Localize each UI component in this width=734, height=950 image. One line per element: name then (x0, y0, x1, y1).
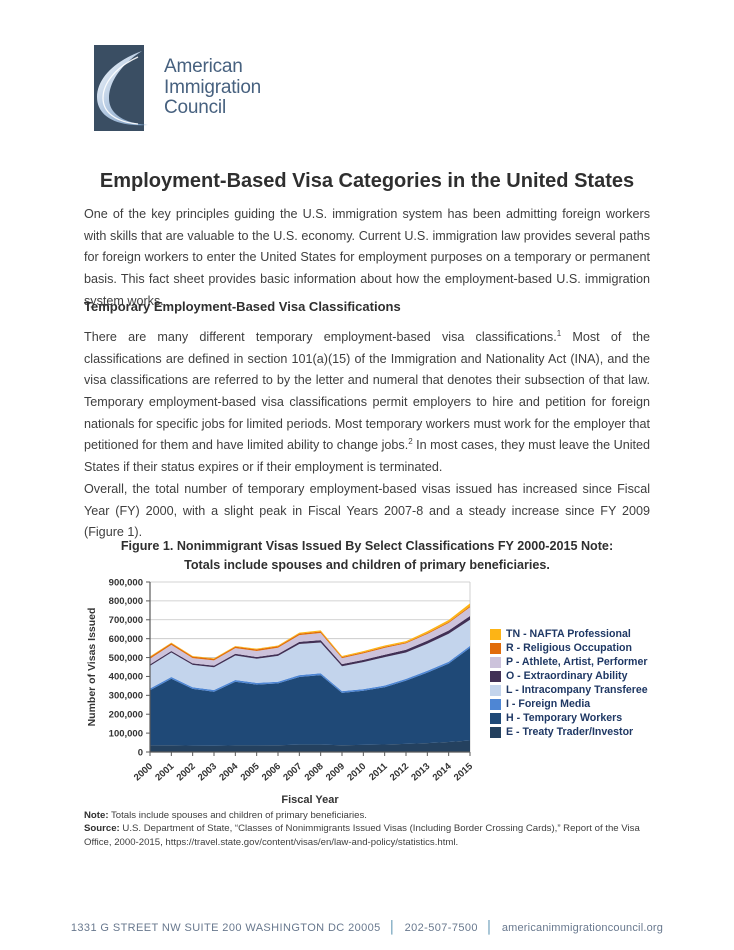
svg-text:2002: 2002 (175, 761, 198, 783)
legend-swatch-icon (490, 698, 501, 710)
legend-label: P - Athlete, Artist, Performer (506, 656, 648, 668)
legend-swatch-icon (490, 712, 501, 724)
svg-text:2006: 2006 (260, 761, 283, 783)
svg-text:300,000: 300,000 (109, 691, 143, 702)
footer-address: 1331 G STREET NW SUITE 200 WASHINGTON DC… (70, 922, 381, 934)
source-text: U.S. Department of State, “Classes of No… (84, 823, 640, 848)
svg-text:700,000: 700,000 (109, 615, 143, 626)
paragraph-text: In most cases, they must leave the Unite… (84, 438, 651, 474)
area-r (150, 606, 470, 661)
svg-text:400,000: 400,000 (109, 672, 143, 683)
svg-text:2005: 2005 (239, 761, 263, 784)
stacked-areas (150, 603, 470, 752)
legend-item: L - Intracompany Transferee (490, 684, 648, 696)
svg-text:2010: 2010 (345, 761, 368, 783)
classifications-paragraph: There are many different temporary emplo… (84, 327, 650, 479)
x-axis-labels: 2000200120022003200420052006200720082009… (132, 761, 476, 784)
figure1-source-line: Source: U.S. Department of State, “Class… (84, 822, 656, 849)
axes (146, 581, 471, 756)
logo-word-1: American (164, 56, 243, 78)
paragraph-text: Most of the classifications are defined … (84, 330, 650, 453)
legend-label: H - Temporary Workers (506, 712, 623, 724)
y-axis-labels: 0 100,000 200,000 300,000 400,000 500,000 600,… (109, 577, 143, 758)
svg-text:2009: 2009 (324, 761, 347, 783)
figure1-legend: TN - NAFTA Professional R - Religious Occ… (490, 626, 648, 740)
svg-text:500,000: 500,000 (109, 653, 143, 664)
legend-swatch-icon (490, 670, 501, 682)
legend-label: O - Extraordinary Ability (506, 670, 628, 682)
x-axis-title: Fiscal Year (281, 794, 339, 806)
svg-text:100,000: 100,000 (109, 728, 143, 739)
footnote-ref-1: 1 (556, 328, 562, 338)
legend-swatch-icon (490, 684, 501, 696)
page-footer: 1331 G STREET NW SUITE 200 WASHINGTON DC… (0, 920, 734, 934)
paragraph-text: There are many different temporary emplo… (84, 330, 557, 344)
legend-swatch-icon (490, 628, 501, 640)
svg-text:2007: 2007 (281, 761, 304, 783)
area-o (150, 616, 470, 668)
svg-text:2011: 2011 (367, 761, 390, 783)
legend-label: R - Religious Occupation (506, 642, 632, 654)
legend-label: TN - NAFTA Professional (506, 628, 631, 640)
figure1-note-line: Note: Totals include spouses and childre… (84, 809, 656, 822)
svg-text:200,000: 200,000 (109, 710, 143, 721)
intro-paragraph: One of the key principles guiding the U.… (84, 207, 650, 308)
footer-separator: │ (485, 920, 494, 934)
area-tn (150, 603, 470, 659)
legend-item: E - Treaty Trader/Investor (490, 726, 648, 738)
svg-text:800,000: 800,000 (109, 596, 143, 607)
svg-text:2015: 2015 (452, 761, 476, 784)
legend-item: TN - NAFTA Professional (490, 628, 648, 640)
footnote-ref-2: 2 (408, 437, 413, 447)
svg-text:2000: 2000 (132, 761, 155, 783)
figure1-chart-svg: 0 100,000 200,000 300,000 400,000 500,000 600,… (86, 577, 476, 806)
svg-text:2001: 2001 (153, 761, 177, 784)
page-title: Employment-Based Visa Categories in the … (99, 170, 635, 192)
legend-label: L - Intracompany Transferee (506, 684, 648, 696)
legend-swatch-icon (490, 726, 501, 738)
figure1-chart: 0 100,000 200,000 300,000 400,000 500,000 600,… (84, 572, 648, 808)
logo-crescent-icon (94, 45, 148, 131)
note-text: Totals include spouses and children of p… (108, 810, 367, 821)
figure1-notes: Note: Totals include spouses and childre… (84, 809, 656, 849)
area-h (150, 647, 470, 746)
logo-word-3: Council (164, 97, 226, 119)
svg-text:0: 0 (138, 747, 143, 758)
svg-text:900,000: 900,000 (109, 577, 143, 588)
legend-swatch-icon (490, 656, 501, 668)
legend-label: E - Treaty Trader/Investor (506, 726, 634, 738)
footer-phone: 202-507-7500 (404, 922, 478, 934)
svg-text:2003: 2003 (196, 761, 219, 783)
note-label: Note: (84, 810, 109, 821)
footer-separator: │ (388, 920, 397, 934)
area-p (150, 607, 470, 666)
legend-item: I - Foreign Media (490, 698, 648, 710)
logo-word-2: Immigration (164, 76, 262, 98)
source-label: Source: (84, 823, 120, 835)
area-e (150, 740, 470, 752)
section-heading-temporary-visas: Temporary Employment-Based Visa Classifi… (84, 299, 401, 314)
figure1-caption: Figure 1. Nonimmigrant Visas Issued By S… (120, 539, 614, 572)
legend-item: R - Religious Occupation (490, 642, 648, 654)
footer-website: americanimmigrationcouncil.org (501, 922, 664, 934)
legend-item: P - Athlete, Artist, Performer (490, 656, 648, 668)
y-axis-title: Number of Visas Issued (86, 608, 98, 727)
legend-item: H - Temporary Workers (490, 712, 648, 724)
svg-text:2004: 2004 (217, 761, 241, 784)
svg-text:2014: 2014 (431, 761, 455, 784)
svg-text:2012: 2012 (388, 761, 411, 783)
svg-text:2008: 2008 (303, 761, 326, 783)
area-l (150, 619, 470, 692)
legend-swatch-icon (490, 642, 501, 654)
legend-item: O - Extraordinary Ability (490, 670, 648, 682)
svg-text:2013: 2013 (409, 761, 432, 783)
overall-trend-paragraph: Overall, the total number of temporary e… (84, 482, 650, 540)
org-logo: American Immigration Council (88, 45, 261, 131)
logo-wordmark: American Immigration Council (164, 57, 261, 119)
svg-text:600,000: 600,000 (109, 634, 143, 645)
legend-label: I - Foreign Media (506, 698, 591, 710)
